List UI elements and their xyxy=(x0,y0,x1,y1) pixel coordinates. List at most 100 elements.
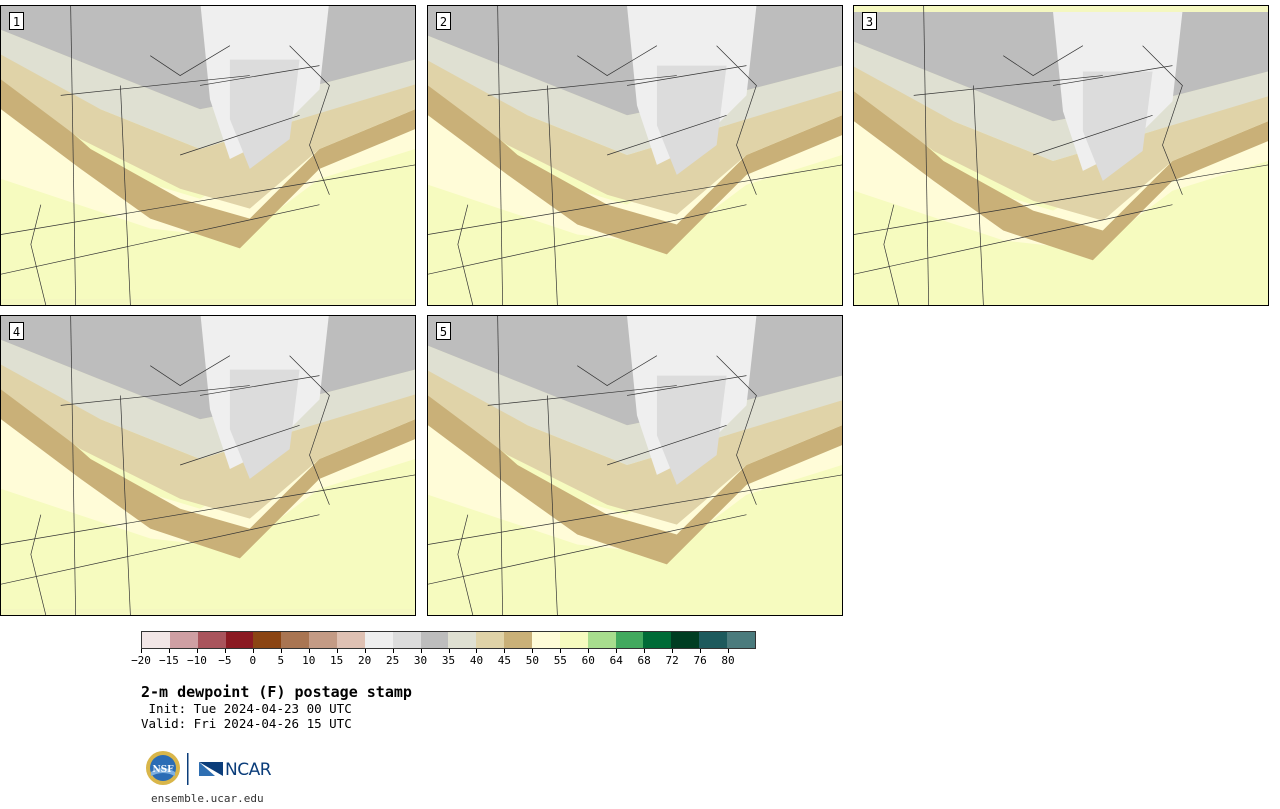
nsf-wordmark: NSF xyxy=(152,765,174,775)
colorbar-swatch xyxy=(281,632,310,648)
colorbar-tick-mark xyxy=(196,649,198,653)
state-boundary-line xyxy=(716,355,757,505)
state-boundary-line xyxy=(883,204,900,305)
state-boundary-line xyxy=(607,424,727,466)
state-boundary-line xyxy=(497,316,503,615)
colorbar-tick-label: 0 xyxy=(249,654,257,667)
colorbar-tick-label: 5 xyxy=(277,654,285,667)
colorbar-tick-label: 15 xyxy=(330,654,344,667)
state-boundary-line xyxy=(457,204,474,305)
colorbar-tick-mark xyxy=(672,649,674,653)
state-boundary-line xyxy=(428,204,747,275)
colorbar-swatch xyxy=(559,632,588,648)
dewpoint-contour-band xyxy=(1,379,415,559)
colorbar-tick-label: 45 xyxy=(497,654,512,667)
stamp-panel-5: 5 xyxy=(427,315,843,616)
colorbar-swatch xyxy=(504,632,533,648)
state-boundary-line xyxy=(150,355,231,386)
state-boundary-line xyxy=(70,6,76,305)
nsf-logo: NSF xyxy=(146,751,180,785)
colorbar-swatch xyxy=(197,632,226,648)
colorbar-tick-label: 80 xyxy=(721,654,735,667)
colorbar-tick-mark xyxy=(728,649,730,653)
logo-group: NSF xyxy=(146,751,223,785)
dewpoint-contour-band xyxy=(428,55,842,215)
dewpoint-contour-band xyxy=(1,339,415,460)
dewpoint-contour-band xyxy=(1,409,415,549)
dewpoint-contour-band xyxy=(428,75,842,255)
colorbar-tick-mark xyxy=(336,649,338,653)
state-boundary-line xyxy=(30,514,47,615)
colorbar-tick-label: 10 xyxy=(302,654,316,667)
colorbar-swatch xyxy=(309,632,338,648)
colorbar-swatch xyxy=(699,632,728,648)
state-boundary-line xyxy=(60,75,250,96)
state-boundary-line xyxy=(607,114,727,156)
logo-divider xyxy=(187,753,189,785)
dewpoint-contour-band xyxy=(428,105,842,245)
state-boundary-line xyxy=(199,65,320,86)
state-boundary-line xyxy=(1003,45,1084,76)
dewpoint-contour-band xyxy=(1,29,415,150)
colorbar xyxy=(141,631,756,649)
state-boundary-line xyxy=(428,474,842,545)
colorbar-tick-label: 60 xyxy=(581,654,595,667)
colorbar-tick-label: 50 xyxy=(525,654,539,667)
state-boundary-line xyxy=(428,514,747,585)
state-boundary-line xyxy=(547,395,558,615)
colorbar-tick-label: 20 xyxy=(358,654,372,667)
state-boundary-line xyxy=(854,204,1173,275)
colorbar-swatch xyxy=(169,632,198,648)
state-boundary-line xyxy=(973,85,984,305)
state-boundary-line xyxy=(289,45,330,195)
state-boundary-line xyxy=(577,355,658,386)
colorbar-tick-mark xyxy=(700,649,702,653)
state-boundary-line xyxy=(180,114,300,156)
state-boundary-line xyxy=(854,164,1268,235)
ncar-logo xyxy=(199,762,223,776)
colorbar-tick-mark xyxy=(560,649,562,653)
colorbar-tick-mark xyxy=(224,649,226,653)
colorbar-tick-mark xyxy=(644,649,646,653)
state-boundary-line xyxy=(457,514,474,615)
colorbar-tick-mark xyxy=(616,649,618,653)
dewpoint-contour-band xyxy=(1082,71,1153,181)
dewpoint-contour-band xyxy=(656,375,727,485)
colorbar-swatch xyxy=(392,632,421,648)
state-boundary-line xyxy=(913,75,1103,96)
colorbar-tick-mark xyxy=(280,649,282,653)
state-boundary-line xyxy=(428,164,842,235)
colorbar-swatch xyxy=(476,632,505,648)
state-boundary-line xyxy=(626,65,747,86)
state-boundary-line xyxy=(150,45,231,76)
colorbar-swatch xyxy=(671,632,700,648)
state-boundary-line xyxy=(1033,114,1153,156)
panel-number: 4 xyxy=(9,322,24,340)
panel-number: 3 xyxy=(862,12,877,30)
colorbar-tick-label: 76 xyxy=(693,654,707,667)
valid-time: Valid: Fri 2024-04-26 15 UTC xyxy=(141,716,352,731)
colorbar-tick-label: −15 xyxy=(159,654,179,667)
colorbar-tick-label: 40 xyxy=(469,654,484,667)
colorbar-swatch xyxy=(727,632,755,648)
state-boundary-line xyxy=(70,316,76,615)
colorbar-tick-mark xyxy=(588,649,590,653)
dewpoint-contour-band xyxy=(428,415,842,555)
colorbar-swatch xyxy=(142,632,170,648)
colorbar-tick-label: 55 xyxy=(553,654,567,667)
dewpoint-contour-band xyxy=(1,99,415,239)
panel-number: 2 xyxy=(436,12,451,30)
colorbar-tick-mark xyxy=(168,649,170,653)
state-boundary-line xyxy=(487,75,677,96)
dewpoint-contour-band xyxy=(428,385,842,565)
colorbar-swatch xyxy=(364,632,393,648)
figure-title: 2-m dewpoint (F) postage stamp xyxy=(141,683,412,701)
stamp-panel-3: 3 xyxy=(853,5,1269,306)
state-boundary-line xyxy=(923,6,929,305)
colorbar-tick-label: −5 xyxy=(218,654,232,667)
dewpoint-contour-band xyxy=(854,41,1268,161)
stamp-panel-4: 4 xyxy=(0,315,416,616)
dewpoint-contour-band xyxy=(428,365,842,525)
colorbar-tick-mark xyxy=(364,649,366,653)
state-boundary-line xyxy=(60,385,250,406)
